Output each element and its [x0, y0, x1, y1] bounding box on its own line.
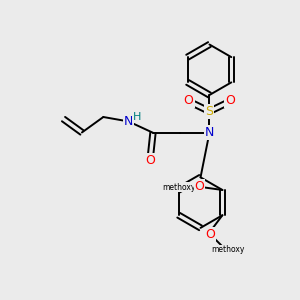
- Text: O: O: [146, 154, 155, 167]
- Text: N: N: [205, 126, 214, 139]
- Text: S: S: [206, 105, 213, 118]
- Text: O: O: [225, 94, 235, 106]
- Text: methoxy: methoxy: [212, 245, 245, 254]
- Text: O: O: [184, 94, 194, 106]
- Text: H: H: [133, 112, 141, 122]
- Text: O: O: [195, 180, 205, 193]
- Text: methoxy: methoxy: [162, 182, 195, 191]
- Text: N: N: [124, 115, 133, 128]
- Text: O: O: [206, 228, 215, 241]
